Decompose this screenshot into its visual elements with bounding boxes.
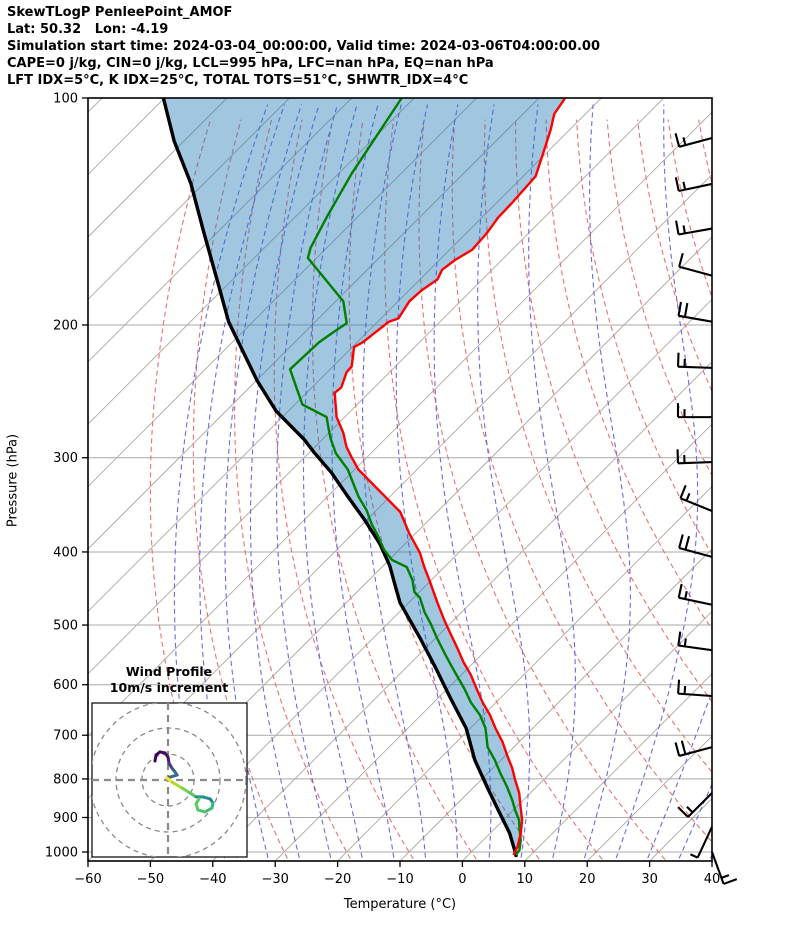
x-tick-label: −30 (261, 872, 288, 887)
wind-barb (678, 793, 712, 817)
wind-barb (678, 403, 712, 417)
y-tick-label: 500 (53, 619, 78, 634)
y-tick-label: 200 (53, 318, 78, 333)
wind-barb (678, 449, 712, 463)
x-tick-label: −40 (199, 872, 226, 887)
y-tick-label: 100 (53, 92, 78, 107)
wind-barb (676, 133, 712, 147)
y-tick-label: 700 (53, 729, 78, 744)
x-tick-label: 40 (704, 872, 721, 887)
y-tick-label: 300 (53, 451, 78, 466)
y-tick-label: 400 (53, 545, 78, 560)
hodograph-title-line1: Wind Profile (69, 664, 269, 679)
x-axis-label: Temperature (°C) (260, 897, 540, 912)
hodograph-inset (90, 702, 247, 858)
y-tick-label: 1000 (45, 846, 78, 861)
x-tick-label: −10 (386, 872, 413, 887)
x-tick-label: 10 (517, 872, 534, 887)
x-tick-label: −20 (324, 872, 351, 887)
wind-barb (678, 680, 712, 696)
hodograph-title-line2: 10m/s increment (69, 680, 269, 695)
wind-barb (676, 221, 712, 235)
x-tick-label: 20 (579, 872, 596, 887)
wind-barb (679, 584, 712, 605)
wind-barb-column (676, 133, 737, 884)
x-tick-label: 30 (641, 872, 658, 887)
y-tick-label: 900 (53, 811, 78, 826)
x-tick-label: 0 (458, 872, 466, 887)
x-tick-label: −60 (74, 872, 101, 887)
y-tick-label: 800 (53, 772, 78, 787)
wind-barb (676, 741, 712, 756)
x-tick-label: −50 (137, 872, 164, 887)
wind-barb (678, 353, 712, 368)
wind-barb (678, 632, 712, 651)
y-axis-label: Pressure (hPa) (6, 406, 21, 556)
wind-barb (690, 827, 712, 858)
